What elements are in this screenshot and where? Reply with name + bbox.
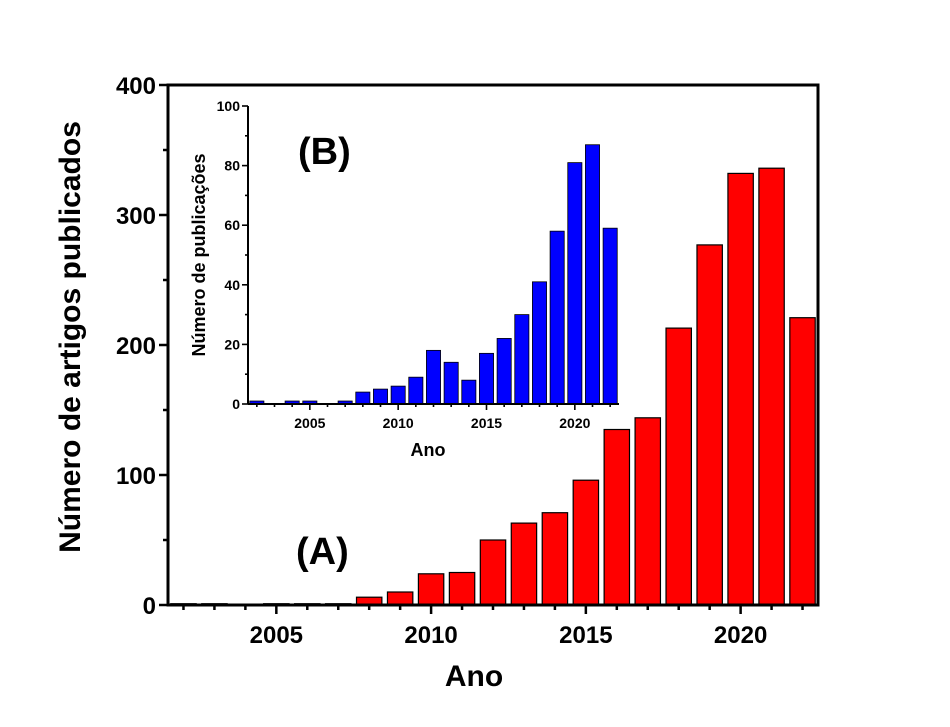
main-plot-frame bbox=[166, 83, 820, 607]
main-bar-2018 bbox=[665, 327, 693, 606]
inset-tick-labels: 2005 2010 2015 2020 0 20 40 60 80 100 bbox=[217, 98, 591, 431]
inset-axes bbox=[247, 106, 619, 405]
main-bars bbox=[170, 167, 816, 606]
main-x-tick-label: 2005 bbox=[250, 622, 303, 649]
main-y-axis-label: Número de artigos publicados bbox=[54, 121, 87, 553]
main-bar-2017 bbox=[634, 417, 662, 606]
main-bar-2015 bbox=[572, 479, 600, 606]
main-bar-2020 bbox=[727, 172, 754, 606]
main-y-tick-label: 400 bbox=[116, 73, 156, 100]
main-bar-2021 bbox=[758, 167, 785, 606]
inset-bar-2017 bbox=[514, 314, 530, 405]
inset-y-tick-label: 40 bbox=[224, 277, 240, 293]
main-y-tick-label: 100 bbox=[116, 463, 156, 490]
main-y-tick-label: 300 bbox=[116, 203, 156, 230]
inset-bar-2016 bbox=[496, 338, 512, 405]
inset-y-tick-label: 20 bbox=[224, 336, 240, 352]
inset-bar-2009 bbox=[373, 388, 388, 405]
inset-bar-2022 bbox=[602, 227, 618, 405]
inset-x-tick-label: 2020 bbox=[559, 415, 590, 431]
inset-x-tick-label: 2015 bbox=[471, 415, 502, 431]
inset-bar-2020 bbox=[567, 162, 583, 405]
main-bar-2022 bbox=[789, 317, 816, 606]
main-x-tick-label: 2015 bbox=[559, 622, 612, 649]
inset-y-tick-label: 60 bbox=[224, 217, 240, 233]
main-bar-2009 bbox=[386, 591, 414, 606]
inset-y-tick-label: 80 bbox=[224, 158, 240, 174]
main-bar-2014 bbox=[541, 512, 569, 606]
inset-x-tick-label: 2010 bbox=[383, 415, 414, 431]
panel-label-b: (B) bbox=[298, 131, 351, 173]
inset-bar-2014 bbox=[461, 379, 477, 405]
inset-x-tick-label: 2005 bbox=[294, 415, 325, 431]
main-bar-2016 bbox=[603, 428, 631, 606]
main-bar-2013 bbox=[510, 522, 538, 606]
main-y-tick-label: 0 bbox=[143, 593, 156, 620]
inset-bar-2012 bbox=[426, 349, 441, 405]
inset-bar-2021 bbox=[585, 144, 600, 405]
main-x-axis-label: Ano bbox=[445, 660, 503, 693]
main-bar-2011 bbox=[448, 571, 476, 606]
main-x-tick-label: 2010 bbox=[404, 622, 457, 649]
inset-bars bbox=[249, 144, 618, 405]
panel-label-a: (A) bbox=[296, 531, 349, 573]
main-bar-2010 bbox=[417, 573, 445, 606]
inset-bar-2010 bbox=[390, 385, 406, 405]
inset-bar-2015 bbox=[479, 352, 494, 405]
main-bar-2012 bbox=[479, 539, 507, 606]
inset-bar-2013 bbox=[443, 361, 459, 405]
inset-y-axis-label: Número de publicações bbox=[189, 153, 209, 356]
inset-chart-b: 2005 2010 2015 2020 0 20 40 60 80 100 Ano Número … bbox=[189, 98, 619, 460]
inset-bar-2019 bbox=[549, 230, 565, 405]
inset-y-tick-label: 0 bbox=[232, 396, 240, 412]
inset-y-tick-label: 100 bbox=[217, 98, 241, 114]
inset-bar-2011 bbox=[408, 376, 424, 405]
main-bar-2019 bbox=[696, 244, 723, 606]
main-x-tick-label: 2020 bbox=[714, 622, 767, 649]
inset-bar-2018 bbox=[532, 281, 547, 405]
inset-x-axis-label: Ano bbox=[411, 440, 446, 460]
inset-bar-2008 bbox=[355, 391, 371, 405]
main-y-tick-label: 200 bbox=[116, 333, 156, 360]
